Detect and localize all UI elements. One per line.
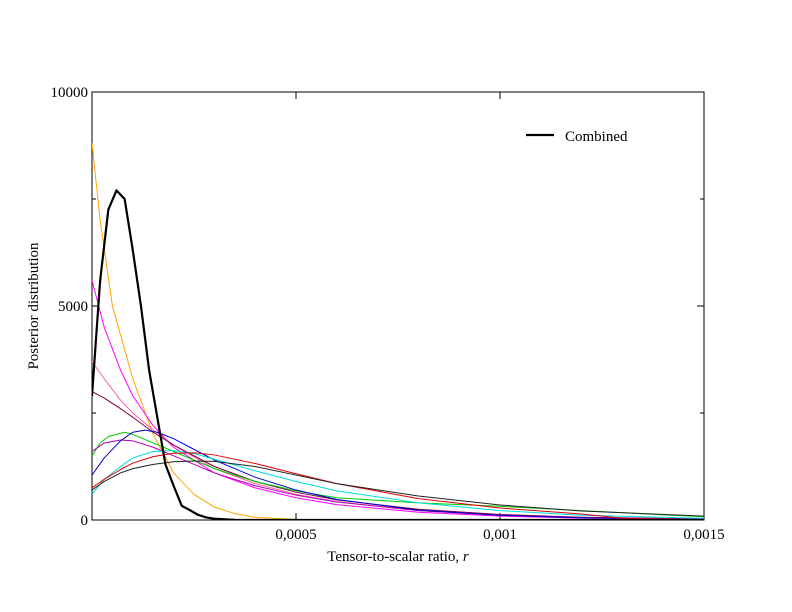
series-line-1 [92, 143, 704, 520]
x-tick-label-1: 0,001 [483, 527, 517, 543]
series-line-8 [92, 450, 704, 519]
y-tick-label-0: 0 [81, 513, 89, 529]
series-line-combined [92, 189, 704, 520]
x-axis-label-text: Tensor-to-scalar ratio, [327, 549, 463, 565]
legend-label-combined: Combined [565, 129, 628, 145]
series-line-9 [92, 452, 704, 520]
series-line-3 [92, 361, 704, 520]
x-axis-label-variable: r [463, 549, 469, 565]
legend: Combined [526, 129, 628, 145]
x-tick-label-0: 0,0005 [275, 527, 316, 543]
series-layer [92, 143, 704, 520]
series-line-4 [92, 391, 704, 520]
y-axis-label: Posterior distribution [26, 242, 42, 370]
x-axis-label: Tensor-to-scalar ratio, r [327, 549, 469, 565]
labels-layer: 0,0005 0,001 0,0015 0 5000 10000 [51, 85, 725, 543]
series-line-5 [92, 431, 704, 518]
y-tick-label-1: 5000 [58, 299, 88, 315]
series-line-10 [92, 460, 704, 517]
x-tick-label-2: 0,0015 [683, 527, 724, 543]
series-line-2 [92, 280, 704, 520]
y-tick-label-2: 10000 [51, 85, 89, 101]
series-line-7 [92, 429, 704, 520]
